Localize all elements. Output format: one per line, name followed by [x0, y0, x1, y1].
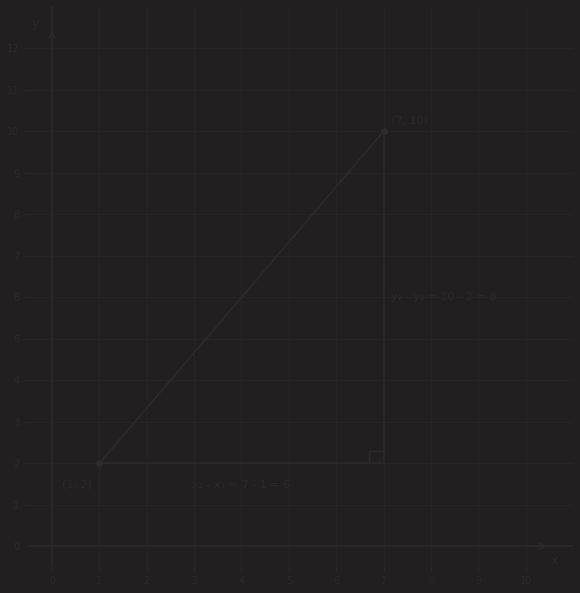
- Text: y₂ - y₁ = 10 - 2 = 8: y₂ - y₁ = 10 - 2 = 8: [391, 292, 496, 302]
- Text: y: y: [32, 17, 39, 30]
- Text: x₂ - x₁ = 7 - 1 = 6: x₂ - x₁ = 7 - 1 = 6: [193, 480, 291, 490]
- Text: (7, 10): (7, 10): [391, 115, 427, 125]
- Text: x: x: [550, 554, 558, 568]
- Text: (1, 2): (1, 2): [63, 480, 92, 490]
